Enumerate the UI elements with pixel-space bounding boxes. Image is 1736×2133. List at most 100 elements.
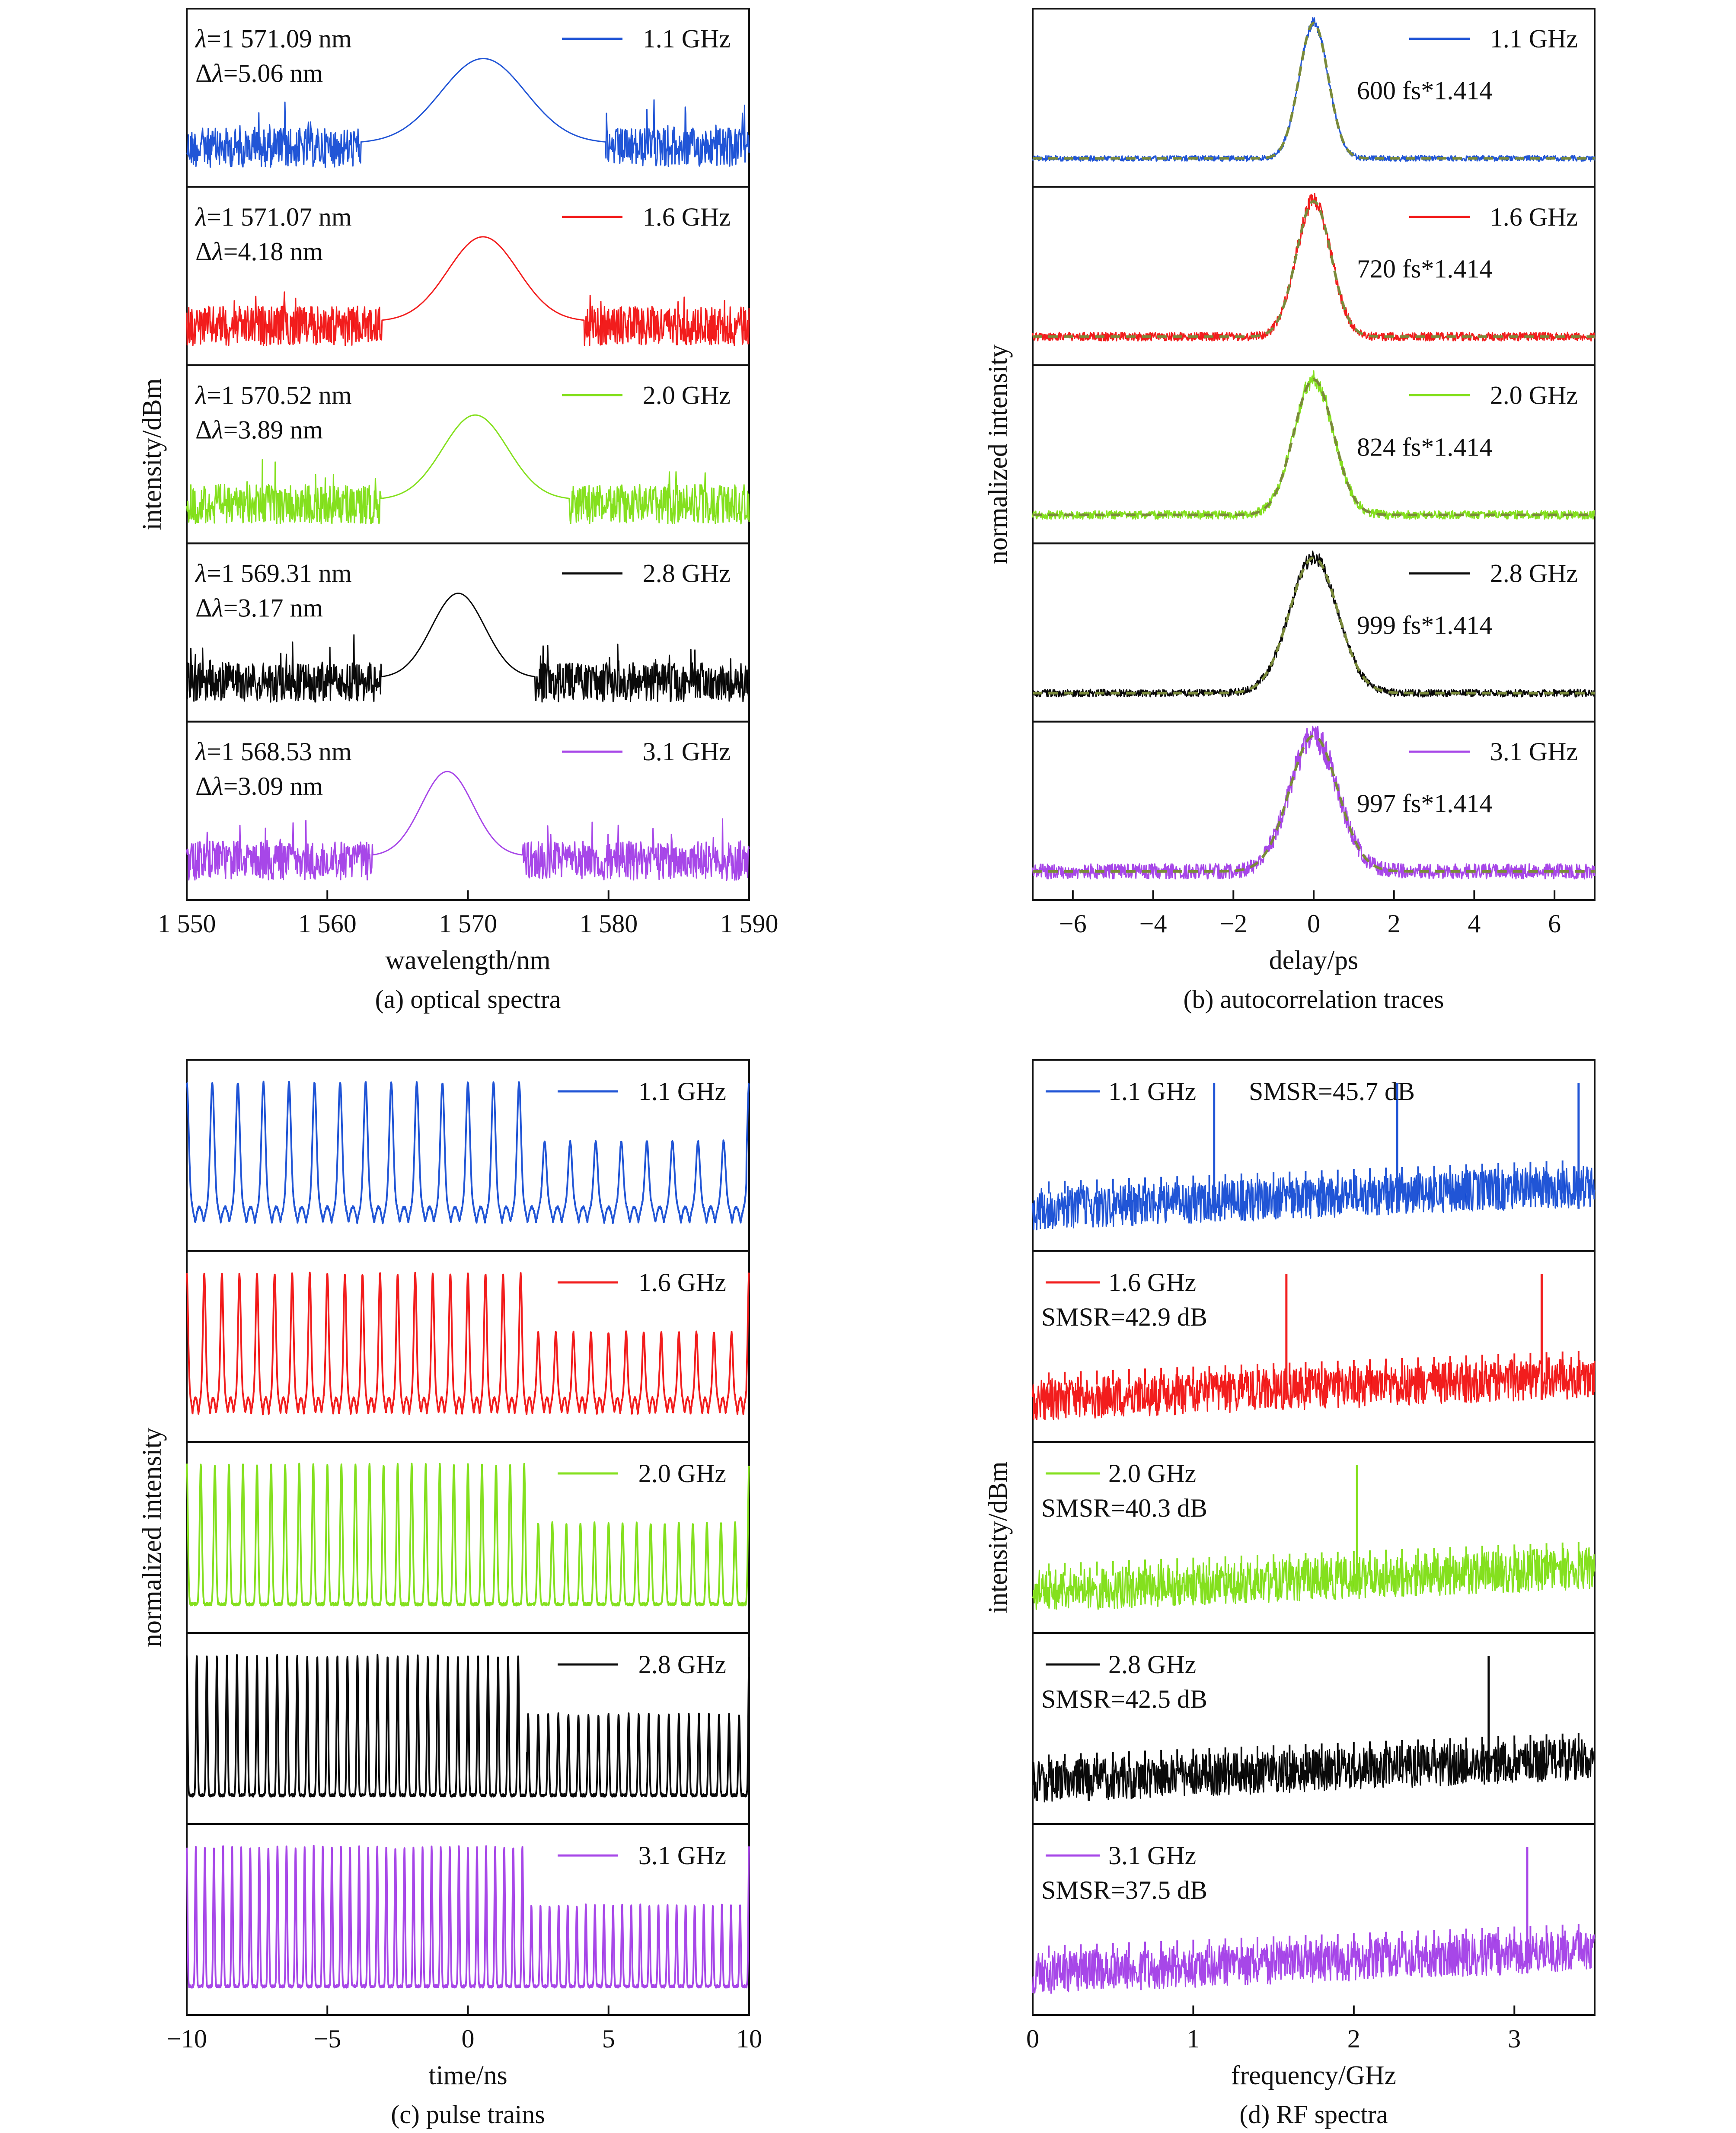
- center-wavelength-label: λ=1 571.07 nm: [195, 203, 352, 231]
- bandwidth-label: Δλ=3.09 nm: [195, 772, 323, 800]
- legend: 2.0 GHz: [1409, 381, 1578, 409]
- x-tick-label: −4: [1139, 909, 1167, 938]
- x-tick-label: −6: [1059, 909, 1087, 938]
- subplot-c-20GHz: 2.0 GHz: [186, 1441, 750, 1634]
- pulse-train-line: [186, 1654, 750, 1798]
- legend: 1.6 GHz: [558, 1268, 726, 1297]
- legend-label: 1.6 GHz: [638, 1268, 726, 1297]
- spectrum-line: [186, 236, 750, 346]
- x-tick-label: 2: [1388, 909, 1401, 938]
- legend-label: 1.6 GHz: [1490, 203, 1578, 231]
- x-tick-label: 0: [1307, 909, 1320, 938]
- fit-line: [1033, 556, 1595, 695]
- subplot-a-11GHz: 1.1 GHz λ=1 571.09 nm Δλ=5.06 nm: [186, 8, 750, 188]
- rf-noise-line: [1032, 1357, 1596, 1421]
- legend-label: 3.1 GHz: [1108, 1841, 1196, 1870]
- x-tick-label: −2: [1219, 909, 1247, 938]
- legend: 1.1 GHz: [558, 1077, 726, 1106]
- panel-c: 1.1 GHz 1.6 GHz 2.0 GHz 2.8 GHz 3.1 GHz −10 −5…: [137, 1059, 762, 2129]
- center-wavelength-label: λ=1 568.53 nm: [195, 737, 352, 766]
- x-axis: 0 1 2 3: [1026, 2005, 1521, 2053]
- pulse-width-label: 999 fs*1.414: [1357, 611, 1492, 640]
- pulse-width-label: 997 fs*1.414: [1357, 789, 1492, 818]
- bandwidth-label: Δλ=3.89 nm: [195, 415, 323, 444]
- legend: 2.0 GHz: [562, 381, 731, 409]
- legend-label: 1.6 GHz: [643, 203, 731, 231]
- rf-noise-line: [1032, 1547, 1596, 1610]
- subplot-d-31GHz: 3.1 GHz SMSR=37.5 dB: [1032, 1823, 1596, 2016]
- legend: 2.0 GHz SMSR=40.3 dB: [1041, 1459, 1207, 1522]
- smsr-label: SMSR=45.7 dB: [1249, 1077, 1415, 1106]
- legend: 2.8 GHz: [558, 1650, 726, 1679]
- x-tick-label: 1 580: [579, 909, 638, 938]
- subplot-c-28GHz: 2.8 GHz: [186, 1632, 750, 1825]
- rf-noise-line: [1032, 1930, 1596, 1994]
- legend-label: 1.1 GHz: [638, 1077, 726, 1106]
- legend-label: 1.6 GHz: [1108, 1268, 1196, 1297]
- fit-line: [1033, 378, 1595, 517]
- y-axis-label: normalized intensity: [983, 344, 1013, 564]
- subplot-b-16GHz: 1.6 GHz 720 fs*1.414: [1032, 186, 1596, 366]
- x-axis-label: frequency/GHz: [1231, 2061, 1396, 2090]
- smsr-label: SMSR=37.5 dB: [1041, 1876, 1207, 1904]
- x-tick-label: 1: [1187, 2025, 1200, 2053]
- x-axis-label: delay/ps: [1269, 946, 1359, 975]
- x-axis: −10 −5 0 5 10: [166, 2005, 762, 2053]
- x-tick-label: 0: [462, 2025, 475, 2053]
- x-tick-label: 0: [1026, 2025, 1039, 2053]
- bandwidth-label: Δλ=3.17 nm: [195, 594, 323, 622]
- rf-noise-line: [1032, 1166, 1596, 1231]
- subplot-b-28GHz: 2.8 GHz 999 fs*1.414: [1032, 542, 1596, 723]
- legend-label: 3.1 GHz: [1490, 737, 1578, 766]
- center-wavelength-label: λ=1 570.52 nm: [195, 381, 352, 409]
- subplot-c-11GHz: 1.1 GHz: [186, 1059, 750, 1252]
- center-wavelength-label: λ=1 571.09 nm: [195, 24, 352, 53]
- smsr-label: SMSR=40.3 dB: [1041, 1494, 1207, 1522]
- legend: 1.1 GHz: [1409, 24, 1578, 53]
- subplot-a-16GHz: 1.6 GHz λ=1 571.07 nm Δλ=4.18 nm: [186, 186, 750, 366]
- pulse-width-label: 720 fs*1.414: [1357, 255, 1492, 283]
- x-axis-label: wavelength/nm: [385, 946, 550, 975]
- x-tick-label: −10: [166, 2025, 207, 2053]
- legend-label: 2.0 GHz: [1490, 381, 1578, 409]
- fit-line: [1033, 22, 1595, 160]
- x-tick-label: 1 590: [720, 909, 779, 938]
- legend-label: 2.8 GHz: [1490, 559, 1578, 588]
- fit-line: [1033, 200, 1595, 338]
- subplot-d-20GHz: 2.0 GHz SMSR=40.3 dB: [1032, 1441, 1596, 1634]
- legend: 2.8 GHz SMSR=42.5 dB: [1041, 1650, 1207, 1713]
- y-axis-label: intensity/dBm: [983, 1461, 1013, 1613]
- spectrum-line: [186, 593, 750, 703]
- legend-label: 2.0 GHz: [638, 1459, 726, 1488]
- pulse-width-label: 600 fs*1.414: [1357, 76, 1492, 105]
- subplot-b-11GHz: 1.1 GHz 600 fs*1.414: [1032, 8, 1596, 188]
- legend: 2.8 GHz: [1409, 559, 1578, 588]
- spectrum-line: [186, 771, 750, 881]
- legend: 2.8 GHz: [562, 559, 731, 588]
- subplot-a-31GHz: 3.1 GHz λ=1 568.53 nm Δλ=3.09 nm: [186, 721, 750, 901]
- subplot-b-31GHz: 3.1 GHz 997 fs*1.414: [1032, 721, 1596, 901]
- x-axis-label: time/ns: [428, 2061, 507, 2090]
- x-axis: 1 550 1 560 1 570 1 580 1 590: [158, 890, 779, 938]
- pulse-train-line: [186, 1845, 750, 1989]
- subplot-frame: [1032, 1823, 1596, 2016]
- subplot-a-20GHz: 2.0 GHz λ=1 570.52 nm Δλ=3.89 nm: [186, 364, 750, 545]
- x-tick-label: −5: [313, 2025, 341, 2053]
- y-axis-label: intensity/dBm: [137, 378, 167, 530]
- pulse-width-label: 824 fs*1.414: [1357, 433, 1492, 461]
- panel-caption: (b) autocorrelation traces: [1183, 985, 1444, 1014]
- panel-d: 1.1 GHz SMSR=45.7 dB 1.6 GHz SMSR=42.9 dB 2.…: [983, 1059, 1596, 2129]
- subplot-a-28GHz: 2.8 GHz λ=1 569.31 nm Δλ=3.17 nm: [186, 542, 750, 723]
- legend-label: 1.1 GHz: [1490, 24, 1578, 53]
- x-tick-label: 1 570: [439, 909, 497, 938]
- y-axis-label: normalized intensity: [137, 1428, 167, 1647]
- smsr-label: SMSR=42.5 dB: [1041, 1685, 1207, 1713]
- pulse-train-line: [186, 1463, 750, 1607]
- panel-caption: (d) RF spectra: [1239, 2100, 1388, 2129]
- x-tick-label: 1 550: [158, 909, 216, 938]
- legend: 2.0 GHz: [558, 1459, 726, 1488]
- subplot-b-20GHz: 2.0 GHz 824 fs*1.414: [1032, 364, 1596, 545]
- panel-caption: (c) pulse trains: [391, 2100, 545, 2129]
- fit-line: [1033, 734, 1595, 873]
